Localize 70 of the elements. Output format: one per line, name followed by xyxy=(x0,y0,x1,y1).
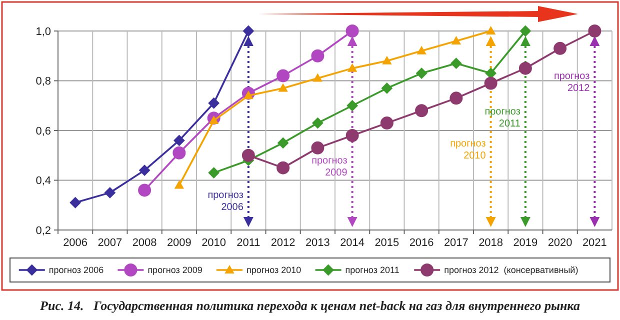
point xyxy=(346,24,359,38)
point xyxy=(381,82,392,94)
x-tick-label: 2006 xyxy=(63,237,88,249)
point xyxy=(380,116,394,130)
legend-label: прогноз 2011 xyxy=(345,265,400,276)
legend-label: прогноз 2010 xyxy=(246,265,302,276)
point xyxy=(174,134,185,146)
point xyxy=(138,184,152,197)
x-tick-label: 2014 xyxy=(340,237,365,249)
point xyxy=(348,64,357,72)
point xyxy=(416,68,428,79)
text: Рис. 14. Государственная политика перехода к ценам net-back на газ для внутреннего рынка xyxy=(40,298,580,313)
point xyxy=(174,180,184,189)
ref-line-label: прогноз 2012 xyxy=(554,70,590,94)
x-tick-label: 2019 xyxy=(513,237,538,249)
point xyxy=(450,58,462,69)
point xyxy=(450,92,463,105)
point xyxy=(208,98,220,109)
y-tick-label: 0,2 xyxy=(36,224,51,237)
x-tick-label: 2008 xyxy=(132,237,157,249)
point xyxy=(520,26,531,36)
x-tick-label: 2012 xyxy=(270,237,296,249)
point xyxy=(276,69,290,82)
point xyxy=(452,36,461,44)
x-tick-label: 2015 xyxy=(374,237,400,249)
point xyxy=(208,167,220,178)
point xyxy=(415,104,428,118)
point xyxy=(311,49,324,62)
ref-line-label: прогноз 2006 xyxy=(208,190,244,214)
point xyxy=(486,26,496,34)
point xyxy=(278,84,288,92)
point xyxy=(242,148,255,162)
point xyxy=(382,56,392,64)
x-tick-label: 2021 xyxy=(582,237,607,249)
x-tick-label: 2016 xyxy=(409,237,434,249)
legend-label: прогноз 2009 xyxy=(148,265,202,276)
point xyxy=(346,128,359,142)
x-tick-label: 2020 xyxy=(548,237,572,249)
ref-line-label: прогноз 2010 xyxy=(450,138,486,162)
point xyxy=(104,187,116,198)
y-tick-label: 0,6 xyxy=(36,125,51,138)
x-tick-label: 2013 xyxy=(305,237,330,249)
legend-label: прогноз 2012 (консервативный) xyxy=(444,265,578,276)
x-tick-label: 2018 xyxy=(478,237,504,249)
point xyxy=(278,137,289,148)
x-tick-label: 2007 xyxy=(98,237,122,249)
point xyxy=(554,42,567,55)
point xyxy=(311,141,324,154)
point xyxy=(588,24,602,38)
ref-line-label: прогноз 2011 xyxy=(484,106,521,130)
point xyxy=(139,164,150,176)
point xyxy=(276,161,290,174)
point xyxy=(172,146,186,160)
x-tick-label: 2017 xyxy=(444,237,468,249)
y-tick-label: 0,4 xyxy=(36,175,51,188)
y-tick-label: 1,0 xyxy=(36,26,51,38)
y-tick-label: 0,8 xyxy=(36,76,51,88)
x-tick-label: 2009 xyxy=(166,237,192,249)
point xyxy=(417,46,426,54)
x-tick-label: 2011 xyxy=(236,237,260,249)
point xyxy=(70,197,81,208)
point xyxy=(518,62,532,75)
point xyxy=(313,74,322,82)
point xyxy=(484,76,498,90)
point xyxy=(346,100,358,112)
ref-line-label: прогноз 2009 xyxy=(312,155,348,178)
x-tick-label: 2010 xyxy=(202,237,226,249)
point xyxy=(312,118,324,129)
legend-label: прогноз 2006 xyxy=(48,265,104,276)
point xyxy=(242,26,254,36)
